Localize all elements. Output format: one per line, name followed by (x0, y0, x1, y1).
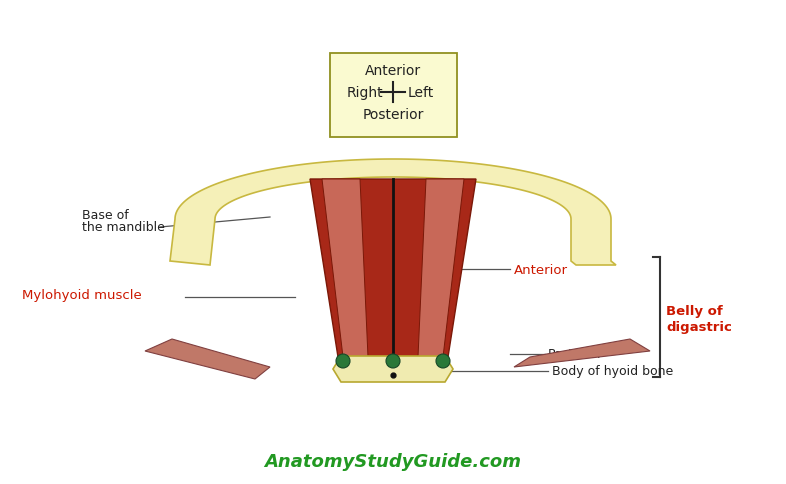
Circle shape (336, 354, 350, 368)
Text: the mandible: the mandible (82, 221, 165, 233)
Text: Body of hyoid bone: Body of hyoid bone (552, 365, 674, 378)
Polygon shape (145, 339, 270, 379)
Polygon shape (333, 356, 453, 382)
Circle shape (386, 354, 400, 368)
FancyBboxPatch shape (329, 54, 457, 138)
Text: Anterior: Anterior (514, 263, 568, 276)
Text: Right: Right (347, 86, 384, 100)
Text: Belly of: Belly of (666, 305, 723, 318)
Circle shape (436, 354, 450, 368)
Text: Left: Left (408, 86, 434, 100)
Polygon shape (310, 180, 476, 357)
Polygon shape (322, 180, 368, 357)
Polygon shape (514, 339, 650, 367)
Text: Base of: Base of (82, 209, 129, 222)
Text: Mylohyoid muscle: Mylohyoid muscle (22, 288, 141, 301)
Text: Posterior: Posterior (548, 348, 603, 361)
Text: digastric: digastric (666, 321, 732, 334)
Polygon shape (418, 180, 464, 357)
Text: AnatomyStudyGuide.com: AnatomyStudyGuide.com (265, 452, 521, 470)
Text: Anterior: Anterior (365, 64, 421, 78)
Polygon shape (170, 160, 616, 265)
Text: Posterior: Posterior (362, 108, 424, 122)
